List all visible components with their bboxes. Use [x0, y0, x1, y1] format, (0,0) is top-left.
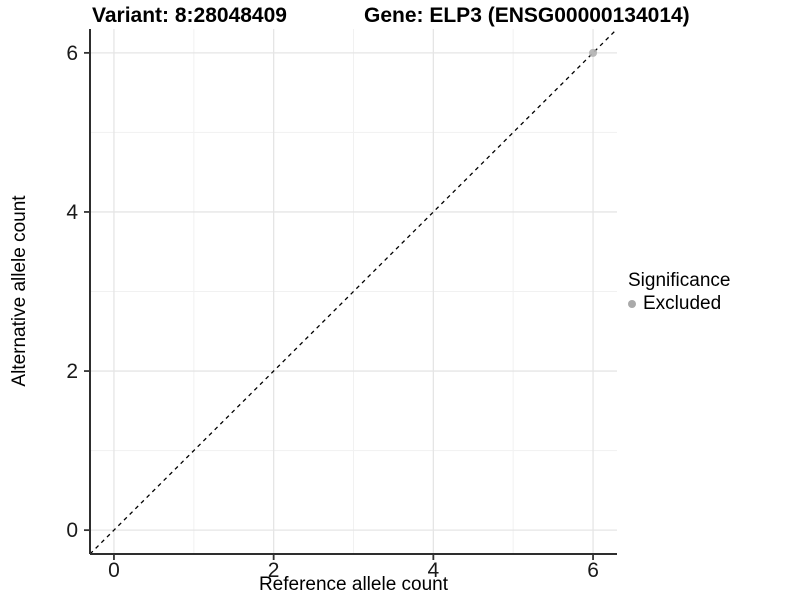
y-tick-label: 6 — [66, 41, 78, 65]
legend-item-excluded: Excluded — [628, 293, 730, 315]
x-tick-label: 2 — [267, 559, 280, 582]
data-point-excluded — [589, 48, 598, 57]
plot-title-gene: Gene: ELP3 (ENSG00000134014) — [364, 4, 690, 27]
excluded-point-icon — [628, 300, 636, 308]
y-tick-label: 2 — [66, 360, 78, 384]
x-tick-label: 0 — [108, 559, 120, 582]
x-tick-label: 4 — [427, 559, 440, 582]
y-tick-label: 0 — [66, 519, 78, 543]
y-axis-title: Alternative allele count — [9, 195, 30, 387]
x-axis-title: Reference allele count — [258, 574, 449, 595]
legend: Significance Excluded — [628, 269, 730, 315]
x-tick-label: 6 — [587, 559, 599, 582]
identity-dashed-line — [89, 28, 618, 555]
legend-title: Significance — [628, 270, 731, 291]
plot-title-variant: Variant: 8:28048409 — [92, 4, 287, 27]
y-tick-label: 4 — [66, 200, 78, 224]
legend-item-label: Excluded — [643, 293, 722, 314]
